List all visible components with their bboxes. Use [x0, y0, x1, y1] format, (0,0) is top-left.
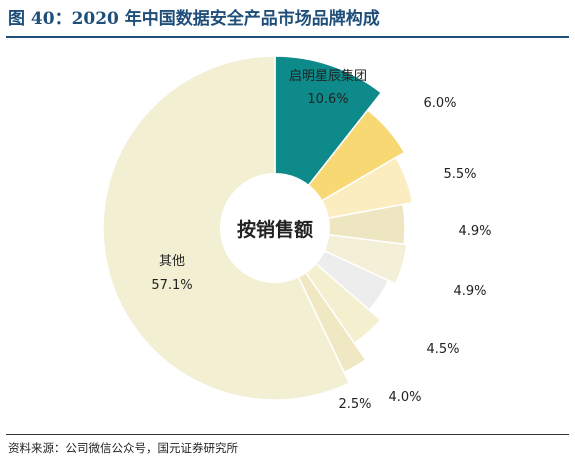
slice-name-label: 启明星辰集团 — [289, 68, 367, 84]
source-rule — [6, 434, 569, 435]
slice-value-label: 4.5% — [426, 342, 459, 357]
title-rule — [6, 36, 569, 38]
slice-value-label: 4.0% — [388, 390, 421, 405]
slice-value-label: 6.0% — [423, 96, 456, 111]
slice-value-label: 4.9% — [458, 224, 491, 239]
slice-name-label: 其他 — [159, 254, 185, 269]
center-label: 按销售额 — [237, 218, 313, 241]
donut-hole — [220, 173, 330, 283]
slice-value-label: 5.5% — [443, 167, 476, 182]
slice-value-label: 4.9% — [453, 284, 486, 299]
slice-value-label: 57.1% — [151, 278, 192, 293]
source-note: 资料来源：公司微信公众号，国元证券研究所 — [8, 441, 238, 455]
figure-title: 图 40：2020 年中国数据安全产品市场品牌构成 — [8, 9, 380, 29]
labels-group: 启明星辰集团 10.6% 6.0% 5.5% 4.9% 4.9% 4.5% 4.0% 2.5% 其… — [151, 68, 491, 412]
slice-value-label: 2.5% — [338, 397, 371, 412]
slice-value-label: 10.6% — [307, 92, 348, 107]
